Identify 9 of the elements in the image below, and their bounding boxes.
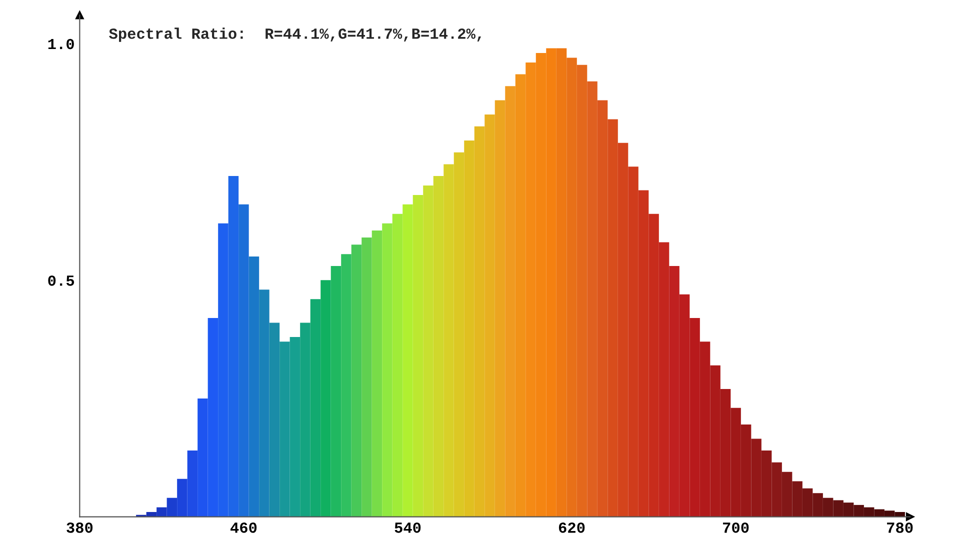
annotation: Spectral Ratio: R=44.1%,G=41.7%,B=14.2%, <box>109 28 482 42</box>
x-tick-label: 380 <box>66 522 93 533</box>
x-tick-label: 620 <box>558 522 585 533</box>
x-tick-label: 460 <box>230 522 257 533</box>
x-tick-label: 780 <box>887 522 913 533</box>
y-tick-label: 0.5 <box>48 275 74 286</box>
x-tick-label: 700 <box>723 522 749 533</box>
y-tick-label: 1.0 <box>48 38 74 50</box>
x-tick-label: 540 <box>394 522 421 533</box>
